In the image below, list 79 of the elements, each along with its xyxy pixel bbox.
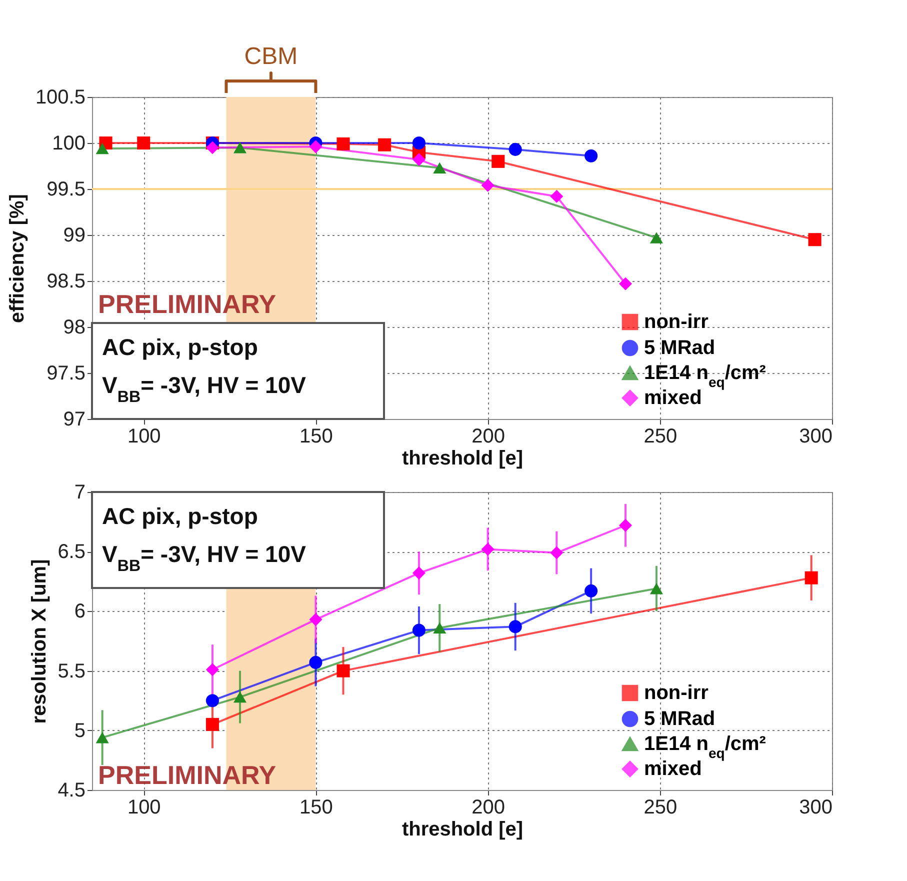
point (412, 624, 426, 637)
x-tick-label: 250 (644, 426, 678, 448)
x-tick-label: 300 (799, 426, 832, 448)
point (584, 584, 598, 598)
point (433, 162, 446, 174)
point (206, 141, 219, 154)
legend-label: 5 MRad (644, 337, 716, 359)
point (206, 718, 219, 731)
point (206, 663, 219, 676)
point (336, 664, 350, 678)
point (550, 190, 564, 203)
annotation: PRELIMINARY (98, 289, 276, 319)
annotation: PRELIMINARY (98, 760, 276, 790)
point (808, 233, 822, 246)
y-tick-label: 100 (52, 132, 86, 154)
point (508, 142, 522, 156)
y-axis-title: efficiency [%] (6, 194, 28, 323)
point (96, 732, 109, 744)
annotation: AC pix, p-stop (102, 334, 258, 360)
annotation: V$_{BB}$= -3V, HV = 10V (102, 541, 307, 575)
y-tick-label: 100.5 (35, 86, 86, 108)
legend-label: 1E14 n$_{eq}$/cm² (644, 362, 766, 390)
point (336, 137, 350, 150)
y-tick-label: 97.5 (46, 362, 86, 384)
point (309, 140, 322, 154)
point (650, 582, 663, 594)
legend-label: 1E14 n$_{eq}$/cm² (644, 733, 766, 761)
annotation: V$_{BB}$= -3V, HV = 10V (102, 372, 307, 406)
y-tick-label: 99 (63, 224, 86, 246)
point (804, 571, 818, 584)
point (508, 620, 522, 634)
point (492, 154, 505, 168)
point (412, 153, 426, 166)
x-tick-label: 150 (300, 426, 333, 448)
legend-label: 5 MRad (644, 708, 716, 730)
y-tick-label: 97 (63, 408, 86, 430)
x-tick-label: 100 (127, 426, 161, 448)
point (618, 277, 632, 290)
y-tick-label: 4.5 (58, 780, 86, 802)
y-tick-label: 99.5 (46, 178, 86, 200)
point (481, 542, 494, 556)
point (309, 656, 322, 669)
x-tick-label: 200 (472, 426, 505, 448)
point (96, 142, 109, 154)
legend-label: mixed (644, 758, 702, 780)
point (233, 142, 247, 154)
y-tick-label: 5.5 (58, 660, 86, 682)
point (584, 149, 598, 162)
point (206, 694, 219, 708)
x-axis-title: threshold [e] (402, 818, 524, 840)
band-label: CBM (244, 43, 298, 70)
point (618, 518, 632, 532)
point (378, 138, 392, 152)
x-tick-label: 150 (300, 796, 333, 818)
point (233, 691, 247, 703)
point (137, 136, 150, 150)
y-tick-label: 5 (74, 720, 86, 742)
y-axis-title: resolution X [um] (28, 559, 51, 724)
point (309, 613, 322, 626)
point (412, 566, 426, 580)
y-tick-label: 98.5 (46, 270, 86, 292)
x-tick-label: 250 (644, 796, 678, 818)
y-tick-label: 7 (74, 482, 86, 504)
point (650, 232, 663, 244)
legend-label: mixed (644, 387, 702, 409)
point (481, 178, 494, 192)
annotation: AC pix, p-stop (102, 503, 258, 529)
y-tick-label: 6.5 (58, 541, 86, 564)
x-tick-label: 100 (127, 796, 161, 818)
y-tick-label: 98 (63, 316, 86, 338)
legend-label: non-irr (644, 682, 709, 704)
x-tick-label: 200 (472, 796, 505, 818)
x-axis-title: threshold [e] (402, 448, 524, 470)
y-tick-label: 6 (74, 600, 86, 623)
point (433, 622, 446, 634)
legend-label: non-irr (644, 311, 709, 333)
point (412, 136, 426, 150)
point (550, 546, 564, 560)
x-tick-label: 300 (799, 796, 832, 818)
